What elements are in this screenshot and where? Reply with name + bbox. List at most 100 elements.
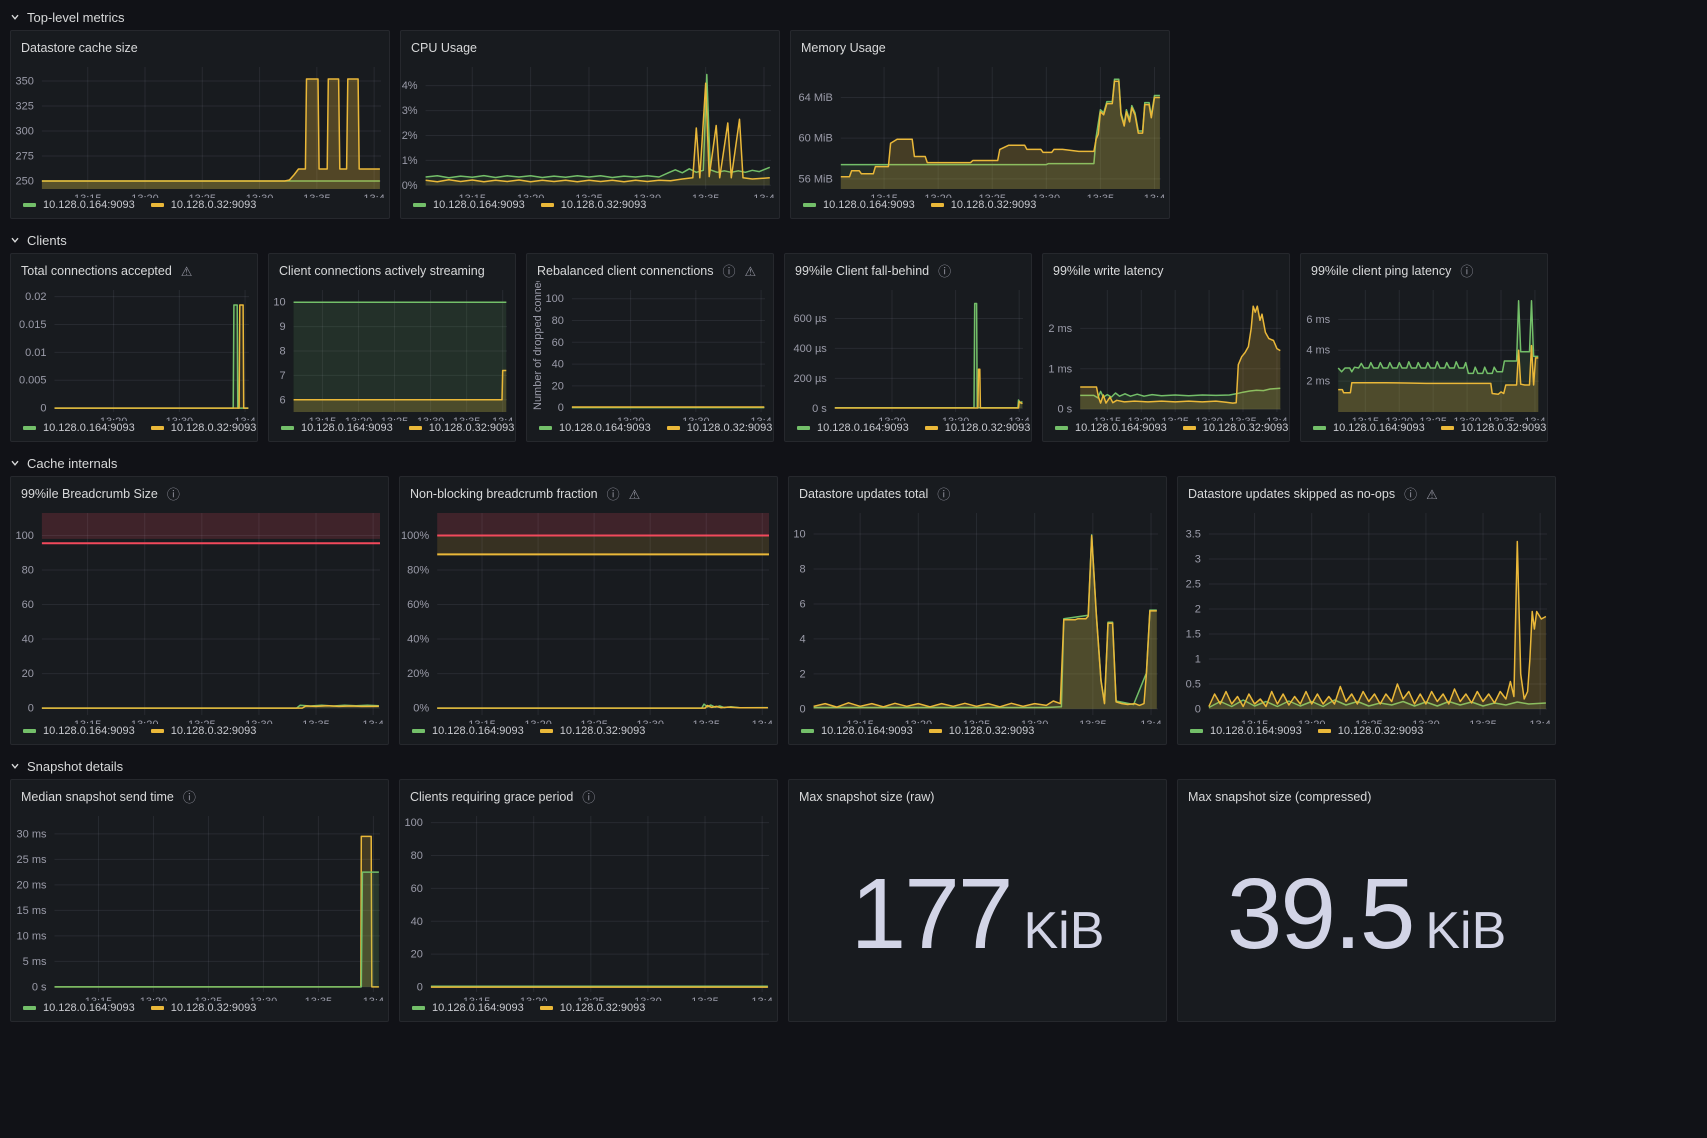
x-tick-label: 13:30 (1033, 193, 1061, 198)
timeseries-chart[interactable]: 0 20 40 60 80 100 13:15 13:20 13:25 13:30 13:35 13:… (11, 504, 388, 724)
timeseries-chart[interactable]: 0% 20% 40% 60% 80% 100% 13:15 13:20 13:25 13:30 13… (400, 504, 777, 724)
x-tick-label: 13:30 (634, 193, 662, 198)
warning-icon[interactable]: ⚠ (744, 263, 757, 279)
timeseries-chart[interactable]: 0 20 40 60 80 100 13:20 13:30 13:4 Number of drop… (527, 281, 773, 421)
y-tick-label: 20 (552, 380, 564, 392)
legend-item[interactable]: 10.128.0.32:9093 (539, 725, 645, 737)
timeseries-chart[interactable]: 0 s 1 ms 2 ms 13:15 13:20 13:25 13:30 13:35 13:4 (1043, 281, 1289, 421)
info-icon[interactable]: ⓘ (582, 789, 596, 805)
legend-item[interactable]: 10.128.0.32:9093 (928, 725, 1034, 737)
legend-item[interactable]: 10.128.0.164:9093 (281, 422, 393, 434)
panel-99-ile-client-ping-latency: 99%ile client ping latency ⓘ 2 ms 4 ms 6 ms 1… (1300, 253, 1548, 442)
timeseries-chart[interactable]: 250 275 300 325 350 13:15 13:20 13:25 13:30 13:35… (11, 58, 389, 198)
panel-title[interactable]: Rebalanced client connenctions (537, 264, 714, 278)
info-icon[interactable]: ⓘ (166, 486, 180, 502)
info-icon[interactable]: ⓘ (606, 486, 620, 502)
x-tick-label: 13:35 (305, 996, 333, 1001)
y-tick-label: 5 ms (23, 956, 47, 968)
panel-title[interactable]: 99%ile client ping latency (1311, 264, 1452, 278)
panel-title[interactable]: Total connections accepted (21, 264, 172, 278)
legend-item[interactable]: 10.128.0.32:9093 (539, 1002, 645, 1014)
panel-header: Client connections actively streaming (269, 254, 515, 281)
section-header-0[interactable]: Top-level metrics (10, 4, 1707, 30)
legend-item[interactable]: 10.128.0.32:9093 (150, 1002, 256, 1014)
legend-chip-yellow (408, 426, 422, 430)
warning-icon[interactable]: ⚠ (180, 263, 193, 279)
timeseries-chart[interactable]: 6 7 8 9 10 13:15 13:20 13:25 13:30 13:35 13:4 (269, 281, 515, 421)
info-icon[interactable]: ⓘ (937, 486, 951, 502)
timeseries-chart[interactable]: 0 0.5 1 1.5 2 2.5 3 3.5 13:15 13:20 13:25 13:30 13:3… (1178, 504, 1555, 724)
panel-title[interactable]: Non-blocking breadcrumb fraction (410, 487, 598, 501)
legend-item[interactable]: 10.128.0.32:9093 (150, 199, 256, 211)
panel-non-blocking-breadcrumb-fraction: Non-blocking breadcrumb fraction ⓘ ⚠ 0% 20% 4… (399, 476, 778, 745)
legend-item[interactable]: 10.128.0.32:9093 (924, 422, 1030, 434)
legend-item[interactable]: 10.128.0.164:9093 (1190, 725, 1302, 737)
legend: 10.128.0.164:9093 10.128.0.32:9093 (401, 198, 779, 218)
panel-title[interactable]: Datastore updates skipped as no-ops (1188, 487, 1396, 501)
section-header-3[interactable]: Snapshot details (10, 753, 1707, 779)
warning-icon[interactable]: ⚠ (628, 486, 641, 502)
legend-item[interactable]: 10.128.0.32:9093 (150, 725, 256, 737)
x-tick-label: 13:4 (234, 416, 255, 421)
panel-title[interactable]: 99%ile Client fall-behind (795, 264, 930, 278)
timeseries-chart[interactable]: 0% 1% 2% 3% 4% 13:15 13:20 13:25 13:30 13:35 13:4 (401, 58, 779, 198)
legend-item[interactable]: 10.128.0.32:9093 (408, 422, 515, 434)
info-icon[interactable]: ⓘ (182, 789, 196, 805)
panel-title[interactable]: Max snapshot size (compressed) (1188, 790, 1372, 804)
timeseries-chart[interactable]: 56 MiB 60 MiB 64 MiB 13:15 13:20 13:25 13:30 13… (791, 58, 1169, 198)
legend-item[interactable]: 10.128.0.164:9093 (23, 1002, 135, 1014)
legend-label: 10.128.0.32:9093 (428, 422, 515, 434)
legend-item[interactable]: 10.128.0.164:9093 (801, 725, 913, 737)
panel-title[interactable]: Datastore updates total (799, 487, 929, 501)
section-title: Snapshot details (27, 758, 124, 774)
legend-item[interactable]: 10.128.0.32:9093 (1440, 422, 1546, 434)
legend-item[interactable]: 10.128.0.164:9093 (803, 199, 915, 211)
panel-title[interactable]: CPU Usage (411, 41, 477, 55)
panel-title[interactable]: 99%ile write latency (1053, 264, 1164, 278)
legend-item[interactable]: 10.128.0.164:9093 (539, 422, 651, 434)
legend-item[interactable]: 10.128.0.164:9093 (23, 199, 135, 211)
legend-item[interactable]: 10.128.0.164:9093 (23, 422, 135, 434)
x-tick-label: 13:25 (188, 719, 216, 724)
legend-item[interactable]: 10.128.0.164:9093 (23, 725, 135, 737)
panel-title[interactable]: Memory Usage (801, 41, 886, 55)
timeseries-chart[interactable]: 2 ms 4 ms 6 ms 13:15 13:20 13:25 13:30 13:35 13:… (1301, 281, 1547, 421)
section-header-1[interactable]: Clients (10, 227, 1707, 253)
panel-title[interactable]: Client connections actively streaming (279, 264, 485, 278)
legend-item[interactable]: 10.128.0.164:9093 (412, 725, 524, 737)
legend-item[interactable]: 10.128.0.32:9093 (930, 199, 1036, 211)
timeseries-chart[interactable]: 0 s 200 µs 400 µs 600 µs 13:20 13:30 13:4 (785, 281, 1031, 421)
legend-item[interactable]: 10.128.0.32:9093 (666, 422, 772, 434)
timeseries-chart[interactable]: 0 2 4 6 8 10 13:15 13:20 13:25 13:30 13:35 13:4 (789, 504, 1166, 724)
legend-chip-yellow (928, 729, 942, 733)
panel-title[interactable]: Clients requiring grace period (410, 790, 574, 804)
info-icon[interactable]: ⓘ (1460, 263, 1474, 279)
chart-area: 0% 20% 40% 60% 80% 100% 13:15 13:20 13:25 13:30 13… (400, 504, 777, 724)
timeseries-chart[interactable]: 0 0.005 0.01 0.015 0.02 13:20 13:30 13:4 (11, 281, 257, 421)
timeseries-chart[interactable]: 0 s 5 ms 10 ms 15 ms 20 ms 25 ms 30 ms 13:15 13:… (11, 807, 388, 1001)
warning-icon[interactable]: ⚠ (1426, 486, 1438, 502)
legend-item[interactable]: 10.128.0.164:9093 (1313, 422, 1425, 434)
legend-item[interactable]: 10.128.0.32:9093 (1182, 422, 1288, 434)
y-tick-label: 100% (401, 530, 429, 542)
legend-item[interactable]: 10.128.0.32:9093 (150, 422, 256, 434)
section-header-2[interactable]: Cache internals (10, 450, 1707, 476)
legend-item[interactable]: 10.128.0.164:9093 (412, 1002, 524, 1014)
series-line-yellow (840, 80, 1160, 178)
info-icon[interactable]: ⓘ (1404, 486, 1418, 502)
timeseries-chart[interactable]: 0 20 40 60 80 100 13:15 13:20 13:25 13:30 13:35 13:… (400, 807, 777, 1001)
legend-item[interactable]: 10.128.0.164:9093 (413, 199, 525, 211)
legend-item[interactable]: 10.128.0.164:9093 (1055, 422, 1167, 434)
panel-title[interactable]: Median snapshot send time (21, 790, 174, 804)
legend-label: 10.128.0.164:9093 (433, 199, 525, 211)
legend-item[interactable]: 10.128.0.164:9093 (797, 422, 909, 434)
y-tick-label: 6 (799, 598, 805, 610)
legend-item[interactable]: 10.128.0.32:9093 (540, 199, 646, 211)
legend-item[interactable]: 10.128.0.32:9093 (1317, 725, 1423, 737)
info-icon[interactable]: ⓘ (722, 263, 736, 279)
info-icon[interactable]: ⓘ (938, 263, 952, 279)
x-tick-label: 13:20 (131, 719, 159, 724)
panel-title[interactable]: Max snapshot size (raw) (799, 790, 935, 804)
panel-title[interactable]: Datastore cache size (21, 41, 138, 55)
panel-title[interactable]: 99%ile Breadcrumb Size (21, 487, 158, 501)
